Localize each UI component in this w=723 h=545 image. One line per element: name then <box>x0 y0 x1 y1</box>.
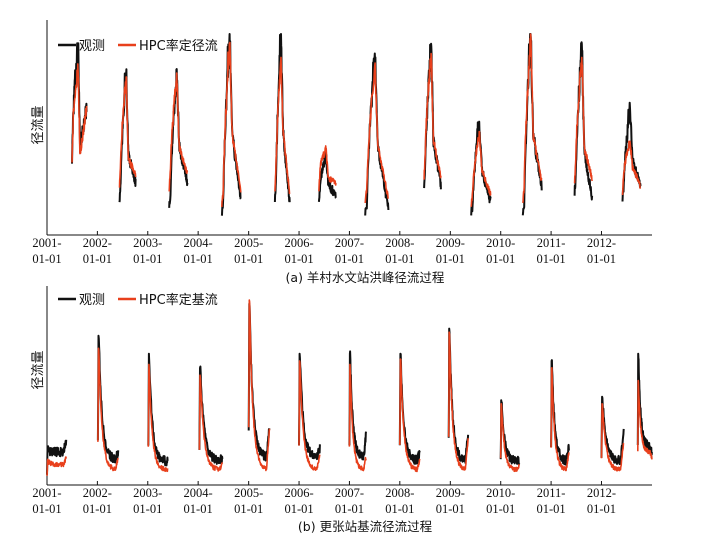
x-tick-label: 2008- <box>385 486 414 500</box>
x-tick-label: 01-01 <box>335 252 364 266</box>
x-tick-label: 01-01 <box>133 502 162 516</box>
series-sim-event-3 <box>147 363 169 473</box>
x-tick-label: 01-01 <box>537 252 566 266</box>
x-tick-label: 2007- <box>335 236 364 250</box>
y-axis-label: 径流量 <box>31 105 46 144</box>
series-sim-event-5 <box>247 299 271 472</box>
series-sim-event-6 <box>298 360 321 471</box>
series-sim-event-10 <box>499 403 520 473</box>
series-sim-event-6 <box>318 145 337 192</box>
series-sim-event-12 <box>621 140 642 196</box>
x-tick-label: 2008- <box>385 236 414 250</box>
legend-label-obs: 观测 <box>79 39 105 54</box>
legend-label-sim: HPC率定径流 <box>139 38 218 54</box>
x-tick-label: 01-01 <box>284 252 313 266</box>
x-tick-label: 2009- <box>436 236 465 250</box>
x-tick-label: 2010- <box>486 236 515 250</box>
chart-caption: (b) 更张站基流径流过程 <box>298 519 433 534</box>
x-tick-label: 01-01 <box>234 502 263 516</box>
series-sim-event-5 <box>274 56 291 195</box>
x-tick-label: 01-01 <box>486 252 515 266</box>
legend-label-sim: HPC率定基流 <box>139 292 218 308</box>
x-tick-label: 2010- <box>486 486 515 500</box>
x-tick-label: 01-01 <box>32 502 61 516</box>
legend: 观测 HPC率定基流 <box>58 292 218 308</box>
x-tick-label: 2006- <box>284 236 313 250</box>
x-tick-label: 2012- <box>587 236 616 250</box>
x-tick-label: 2005- <box>234 486 263 500</box>
chart-panel-2: 2001- 01-01 2002- 01-01 2003- 01-01 2004- 01-01… <box>31 286 653 534</box>
series-sim-event-1 <box>71 63 88 163</box>
x-tick-label: 01-01 <box>385 252 414 266</box>
series-sim-event-12 <box>600 403 625 472</box>
legend: 观测 HPC率定径流 <box>58 38 218 54</box>
x-tick-label: 01-01 <box>184 502 213 516</box>
series-sim-event-9 <box>447 331 469 471</box>
series-sim-event-10 <box>522 33 543 204</box>
x-tick-label: 2011- <box>537 236 566 250</box>
series-sim-event-2 <box>118 76 137 188</box>
chart-panel-1: 2001- 01-01 2002- 01-01 2003- 01-01 2004- 01-01… <box>31 20 652 285</box>
x-tick-label: 01-01 <box>436 502 465 516</box>
series-sim-event-11 <box>573 56 593 184</box>
x-tick-label: 01-01 <box>83 502 112 516</box>
series-sim-event-11 <box>550 367 570 472</box>
x-tick-label: 2011- <box>537 486 566 500</box>
series-sim-event-3 <box>168 72 189 192</box>
series-obs-event-4 <box>198 365 224 465</box>
series-sim-event-8 <box>399 358 421 473</box>
x-tick-label: 2002- <box>83 236 112 250</box>
x-tick-label: 01-01 <box>385 502 414 516</box>
series-sim-event-4 <box>198 374 224 472</box>
x-tick-label: 01-01 <box>587 502 616 516</box>
x-tick-label: 2006- <box>284 486 313 500</box>
x-tick-label: 01-01 <box>486 502 515 516</box>
x-tick-label: 2002- <box>83 486 112 500</box>
x-tick-label: 2001- <box>32 236 61 250</box>
series-sim-event-8 <box>423 52 442 180</box>
series-sim-event-7 <box>364 62 390 204</box>
x-tick-label: 2007- <box>335 486 364 500</box>
chart-caption: (a) 羊村水文站洪峰径流过程 <box>286 270 445 285</box>
x-tick-label: 01-01 <box>436 252 465 266</box>
x-tick-label: 2003- <box>133 236 162 250</box>
x-tick-label: 2012- <box>587 486 616 500</box>
series-sim-event-1 <box>46 456 67 476</box>
series-sim-event-13 <box>637 379 653 460</box>
series-sim-event-9 <box>470 130 492 207</box>
x-tick-label: 01-01 <box>284 502 313 516</box>
series-obs-event-1 <box>46 439 68 475</box>
x-tick-label: 01-01 <box>32 252 61 266</box>
series-sim-event-4 <box>221 41 242 208</box>
x-tick-label: 01-01 <box>537 502 566 516</box>
series-sim-event-7 <box>348 363 367 472</box>
x-tick-label: 2005- <box>234 236 263 250</box>
x-tick-label: 01-01 <box>184 252 213 266</box>
x-tick-label: 2001- <box>32 486 61 500</box>
series-sim-event-2 <box>97 347 119 472</box>
x-tick-label: 01-01 <box>83 252 112 266</box>
x-tick-label: 01-01 <box>335 502 364 516</box>
x-tick-label: 2009- <box>436 486 465 500</box>
x-tick-label: 2004- <box>184 486 213 500</box>
x-tick-label: 2003- <box>133 486 162 500</box>
x-tick-label: 01-01 <box>587 252 616 266</box>
x-tick-label: 2004- <box>184 236 213 250</box>
x-tick-label: 01-01 <box>133 252 162 266</box>
y-axis-label: 径流量 <box>31 350 46 389</box>
x-tick-label: 01-01 <box>234 252 263 266</box>
legend-label-obs: 观测 <box>79 293 105 308</box>
